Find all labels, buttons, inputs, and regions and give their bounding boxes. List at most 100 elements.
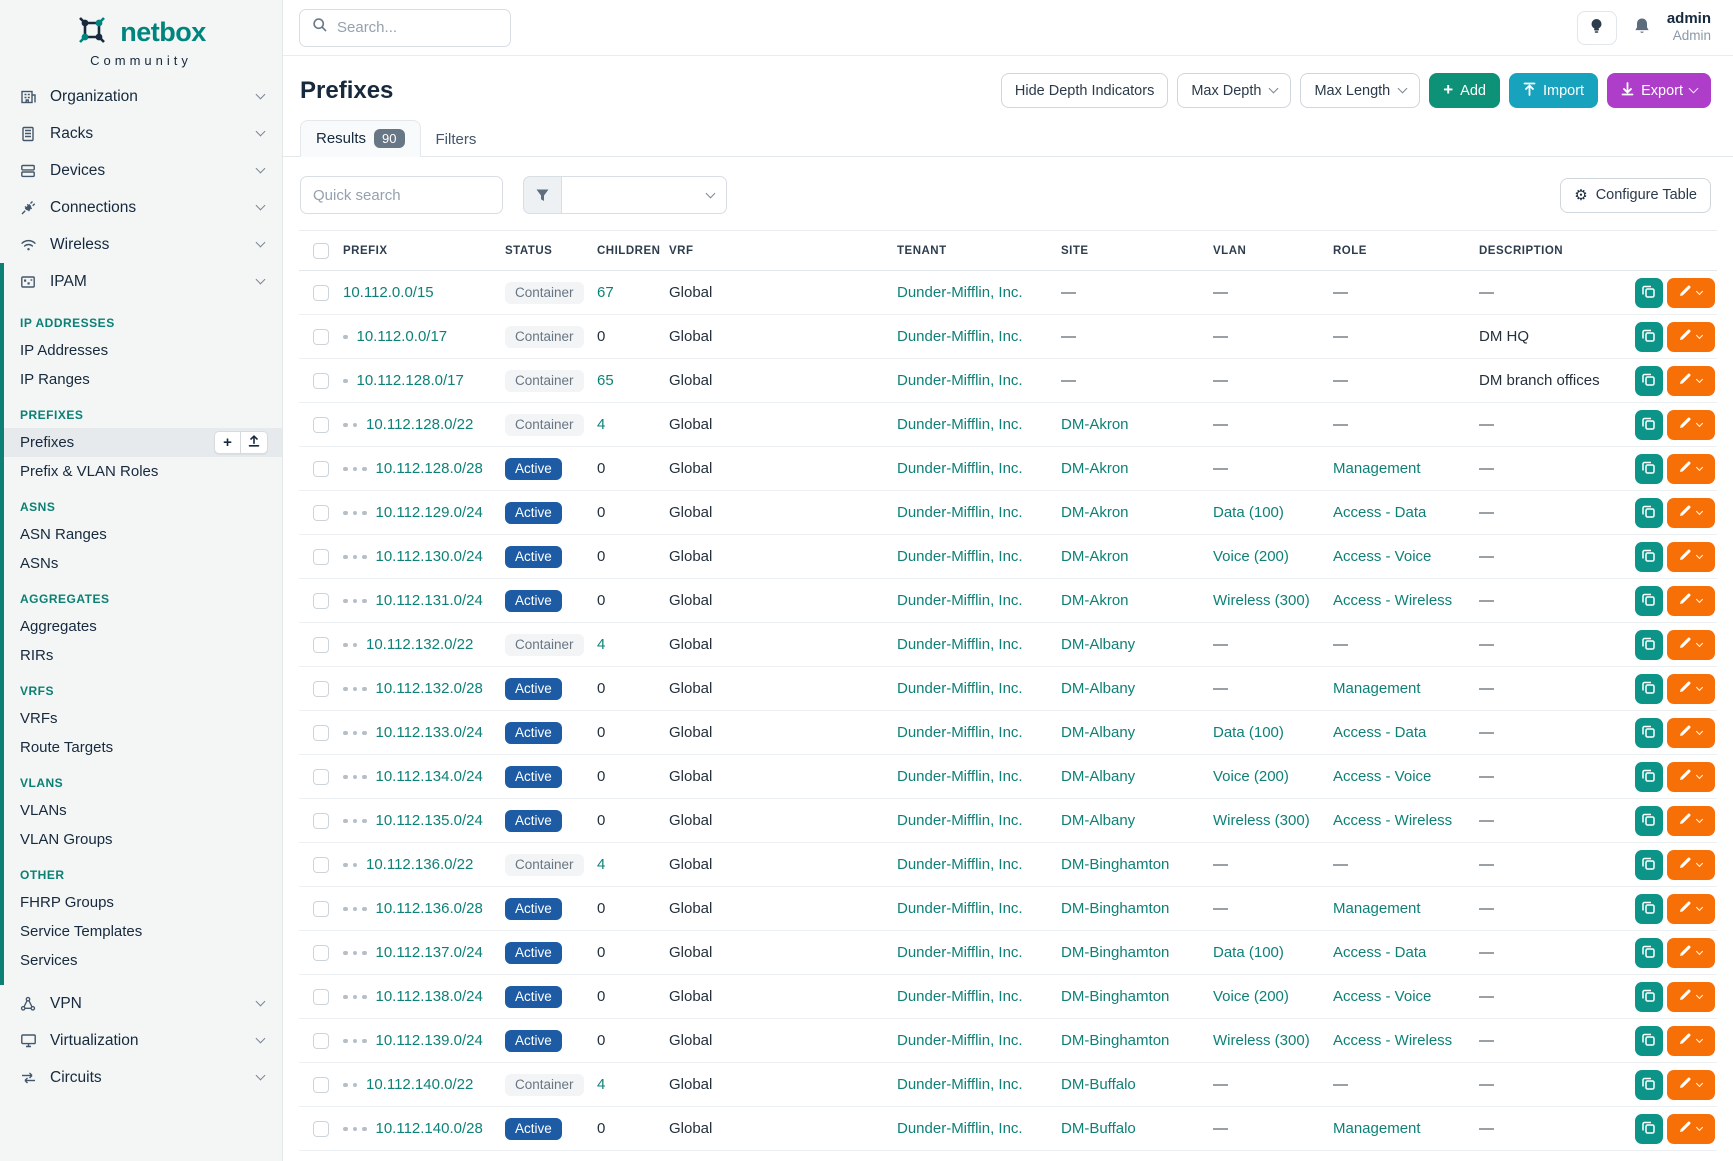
row-checkbox[interactable] [313,1032,329,1049]
tenant-link[interactable]: Dunder-Mifflin, Inc. [897,856,1023,873]
sidebar-item-virtualization[interactable]: Virtualization [0,1022,282,1059]
vlan-link[interactable]: Data (100) [1213,504,1284,521]
clone-button[interactable] [1635,1069,1663,1100]
tab-results[interactable]: Results 90 [300,120,421,157]
vlan-link[interactable]: Voice (200) [1213,768,1289,785]
prefix-link[interactable]: 10.112.128.0/22 [366,416,474,433]
prefix-link[interactable]: 10.112.132.0/22 [366,636,474,653]
site-link[interactable]: DM-Binghamton [1061,988,1170,1005]
role-link[interactable]: Management [1333,900,1421,917]
sidebar-item-prefix-vlan-roles[interactable]: Prefix & VLAN Roles [4,457,282,486]
site-link[interactable]: DM-Akron [1061,504,1129,521]
tenant-link[interactable]: Dunder-Mifflin, Inc. [897,988,1023,1005]
tenant-link[interactable]: Dunder-Mifflin, Inc. [897,460,1023,477]
max-depth-dropdown[interactable]: Max Depth [1177,73,1292,108]
edit-button[interactable] [1666,849,1715,880]
edit-button[interactable] [1666,453,1715,484]
tenant-link[interactable]: Dunder-Mifflin, Inc. [897,1076,1023,1093]
sidebar-item-vpn[interactable]: VPN [0,985,282,1022]
site-link[interactable]: DM-Buffalo [1061,1120,1136,1137]
site-link[interactable]: DM-Akron [1061,592,1129,609]
column-header-status[interactable]: STATUS [505,244,553,257]
sidebar-item-connections[interactable]: Connections [0,189,282,226]
tenant-link[interactable]: Dunder-Mifflin, Inc. [897,680,1023,697]
sidebar-item-devices[interactable]: Devices [0,152,282,189]
row-checkbox[interactable] [313,460,329,477]
column-header-vlan[interactable]: VLAN [1213,244,1247,257]
site-link[interactable]: DM-Binghamton [1061,1032,1170,1049]
sidebar-item-wireless[interactable]: Wireless [0,226,282,263]
sidebar-item-ipam[interactable]: IPAM [4,263,282,300]
tenant-link[interactable]: Dunder-Mifflin, Inc. [897,328,1023,345]
column-header-site[interactable]: SITE [1061,244,1089,257]
role-link[interactable]: Access - Wireless [1333,592,1453,609]
clone-button[interactable] [1635,849,1663,880]
row-checkbox[interactable] [313,812,329,829]
site-link[interactable]: DM-Albany [1061,680,1136,697]
row-checkbox[interactable] [313,944,329,961]
column-header-children[interactable]: CHILDREN [597,244,661,257]
column-header-prefix[interactable]: PREFIX [343,244,388,257]
row-checkbox[interactable] [313,636,329,653]
clone-button[interactable] [1635,937,1663,968]
global-search[interactable] [299,8,511,47]
clone-button[interactable] [1635,453,1663,484]
column-header-description[interactable]: DESCRIPTION [1479,244,1564,257]
search-input[interactable] [337,19,498,36]
edit-button[interactable] [1666,1113,1715,1144]
vlan-link[interactable]: Data (100) [1213,944,1284,961]
sidebar-item-vrfs[interactable]: VRFs [4,704,282,733]
theme-toggle-button[interactable] [1576,10,1617,45]
edit-button[interactable] [1666,673,1715,704]
children-count-link[interactable]: 4 [597,856,606,873]
prefix-link[interactable]: 10.112.140.0/22 [366,1076,474,1093]
tenant-link[interactable]: Dunder-Mifflin, Inc. [897,636,1023,653]
sidebar-item-ip-ranges[interactable]: IP Ranges [4,365,282,394]
sidebar-item-fhrp-groups[interactable]: FHRP Groups [4,888,282,917]
prefix-link[interactable]: 10.112.138.0/24 [375,988,483,1005]
tenant-link[interactable]: Dunder-Mifflin, Inc. [897,768,1023,785]
tab-filters[interactable]: Filters [421,123,492,156]
sidebar-item-vlan-groups[interactable]: VLAN Groups [4,825,282,854]
column-header-role[interactable]: ROLE [1333,244,1367,257]
sidebar-item-prefixes[interactable]: Prefixes + [4,428,282,457]
row-checkbox[interactable] [313,548,329,565]
row-checkbox[interactable] [313,768,329,785]
clone-button[interactable] [1635,981,1663,1012]
edit-button[interactable] [1666,321,1715,352]
row-checkbox[interactable] [313,1120,329,1137]
row-checkbox[interactable] [313,1076,329,1093]
prefix-link[interactable]: 10.112.137.0/24 [375,944,483,961]
tenant-link[interactable]: Dunder-Mifflin, Inc. [897,1032,1023,1049]
prefix-link[interactable]: 10.112.136.0/22 [366,856,474,873]
clone-button[interactable] [1635,409,1663,440]
edit-button[interactable] [1666,717,1715,748]
vlan-link[interactable]: Wireless (300) [1213,1032,1310,1049]
prefix-link[interactable]: 10.112.128.0/28 [375,460,483,477]
row-checkbox[interactable] [313,284,329,301]
clone-button[interactable] [1635,629,1663,660]
role-link[interactable]: Management [1333,680,1421,697]
tenant-link[interactable]: Dunder-Mifflin, Inc. [897,592,1023,609]
row-checkbox[interactable] [313,372,329,389]
role-link[interactable]: Access - Wireless [1333,812,1453,829]
tenant-link[interactable]: Dunder-Mifflin, Inc. [897,812,1023,829]
tenant-link[interactable]: Dunder-Mifflin, Inc. [897,1120,1023,1137]
sidebar-item-service-templates[interactable]: Service Templates [4,917,282,946]
row-checkbox[interactable] [313,988,329,1005]
sidebar-item-rirs[interactable]: RIRs [4,641,282,670]
clone-button[interactable] [1635,805,1663,836]
column-header-tenant[interactable]: TENANT [897,244,947,257]
tenant-link[interactable]: Dunder-Mifflin, Inc. [897,548,1023,565]
role-link[interactable]: Management [1333,460,1421,477]
edit-button[interactable] [1666,1025,1715,1056]
vlan-link[interactable]: Wireless (300) [1213,592,1310,609]
vlan-link[interactable]: Voice (200) [1213,988,1289,1005]
sidebar-item-racks[interactable]: Racks [0,115,282,152]
edit-button[interactable] [1666,497,1715,528]
sidebar-item-vlans[interactable]: VLANs [4,796,282,825]
prefix-link[interactable]: 10.112.133.0/24 [375,724,483,741]
prefix-link[interactable]: 10.112.130.0/24 [375,548,483,565]
role-link[interactable]: Access - Voice [1333,548,1432,565]
hide-depth-indicators-button[interactable]: Hide Depth Indicators [1000,73,1169,108]
